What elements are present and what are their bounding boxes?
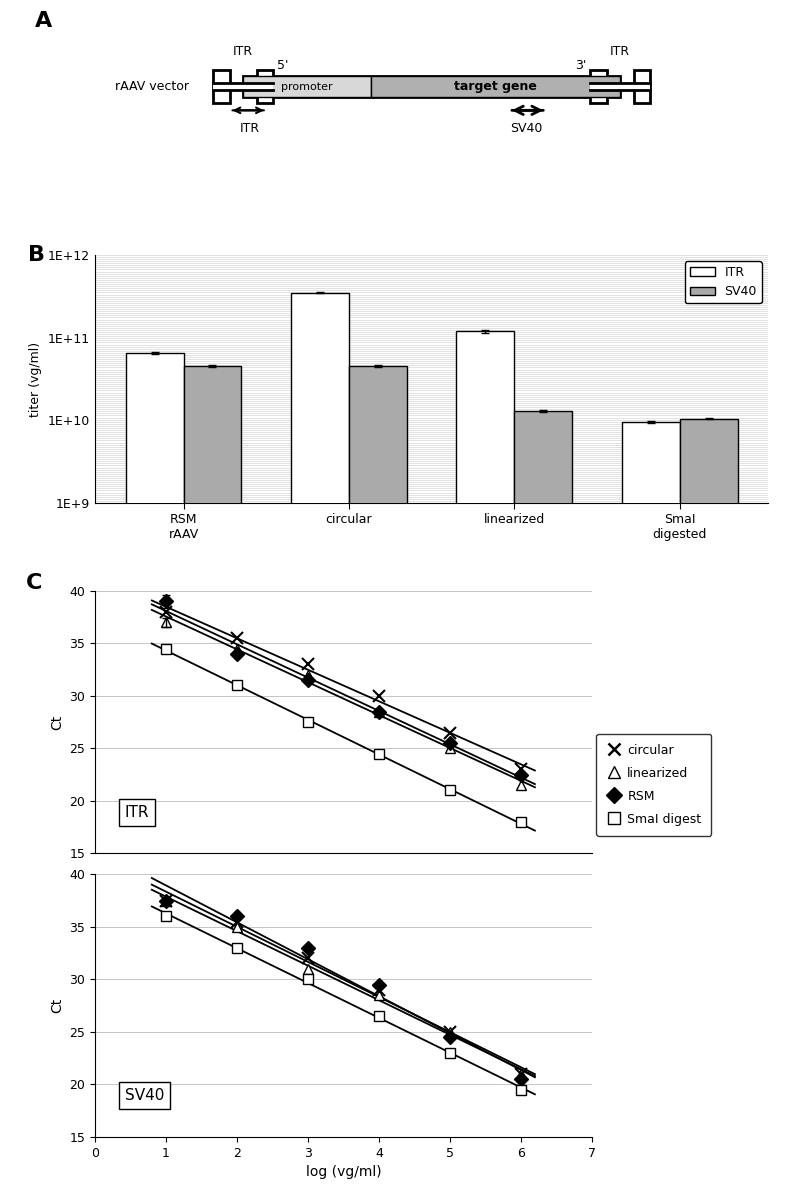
Bar (634, 70, 650, 103)
Bar (243, 76, 620, 97)
Bar (680, 419, 737, 1203)
Text: ITR: ITR (125, 805, 150, 819)
Legend: circular, linearized, RSM, SmaI digest: circular, linearized, RSM, SmaI digest (596, 734, 711, 836)
Bar (456, 331, 514, 1203)
Bar (291, 292, 349, 1203)
Text: SV40: SV40 (510, 123, 542, 135)
Bar (243, 76, 371, 97)
Y-axis label: Ct: Ct (50, 998, 64, 1013)
Bar (126, 352, 184, 1203)
Y-axis label: titer (vg/ml): titer (vg/ml) (29, 342, 43, 416)
Bar (349, 366, 407, 1203)
Bar (213, 83, 273, 90)
Bar (257, 70, 273, 103)
Bar (213, 70, 230, 103)
Text: B: B (28, 245, 44, 265)
Bar (590, 70, 607, 103)
Text: 5': 5' (277, 59, 288, 72)
Bar (184, 366, 242, 1203)
Text: A: A (34, 11, 51, 30)
Text: SV40: SV40 (125, 1088, 164, 1103)
Text: ITR: ITR (610, 46, 630, 58)
Text: target gene: target gene (454, 81, 537, 93)
Text: promoter: promoter (281, 82, 333, 91)
Text: ITR: ITR (240, 123, 260, 135)
Bar (590, 83, 650, 90)
Text: 3': 3' (575, 59, 586, 72)
X-axis label: log (vg/ml): log (vg/ml) (306, 1166, 381, 1179)
Bar (514, 411, 573, 1203)
Text: ITR: ITR (233, 46, 253, 58)
Text: C: C (25, 573, 42, 593)
Legend: ITR, SV40: ITR, SV40 (684, 261, 762, 303)
Bar (371, 76, 620, 97)
Y-axis label: Ct: Ct (50, 715, 64, 730)
Bar (622, 422, 680, 1203)
Text: rAAV vector: rAAV vector (116, 81, 189, 93)
